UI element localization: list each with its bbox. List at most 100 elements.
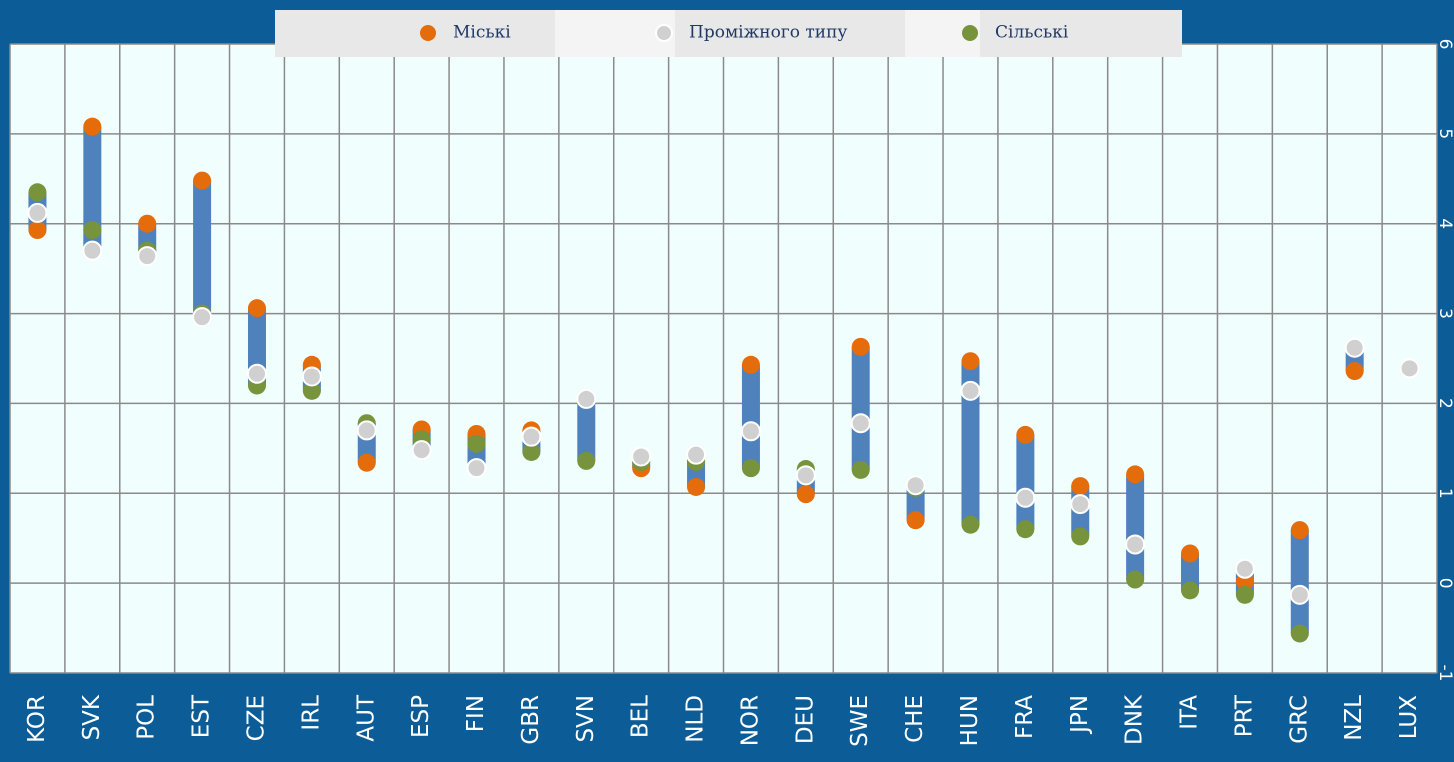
x-tick-label: SWE — [847, 695, 873, 747]
y-tick-label: 0 — [1435, 578, 1454, 589]
dot — [1126, 465, 1145, 484]
legend-label: Проміжного типу — [689, 23, 847, 43]
dot — [301, 366, 322, 387]
dot — [1344, 337, 1365, 358]
x-tick-label: POL — [134, 695, 160, 740]
y-tick-label: 3 — [1435, 308, 1454, 319]
legend-marker — [420, 25, 436, 41]
range-bar — [1181, 553, 1200, 591]
dot — [356, 420, 377, 441]
dot — [1234, 558, 1255, 579]
dot — [27, 202, 48, 223]
legend-label: Міські — [453, 23, 511, 43]
range-bar — [961, 361, 980, 525]
dot — [851, 337, 870, 356]
dot — [631, 446, 652, 467]
dot — [1289, 584, 1310, 605]
x-tick-label: EST — [189, 694, 215, 738]
dot — [1071, 527, 1090, 546]
dot — [28, 183, 47, 202]
dot — [1290, 521, 1309, 540]
dot — [193, 171, 212, 190]
dot — [137, 246, 158, 267]
dot — [467, 434, 486, 453]
dot — [466, 458, 487, 479]
dot — [83, 221, 102, 240]
x-tick-label: DEU — [792, 695, 818, 744]
range-bar — [741, 364, 760, 469]
dot — [82, 240, 103, 261]
y-tick-label: 2 — [1435, 398, 1454, 409]
x-tick-label: PRT — [1231, 694, 1257, 737]
x-tick-label: SVN — [573, 695, 599, 743]
legend-marker — [655, 24, 673, 42]
x-tick-label: NZL — [1341, 695, 1367, 741]
dot — [741, 355, 760, 374]
dot — [961, 352, 980, 371]
range-bar — [83, 126, 102, 251]
dot — [851, 460, 870, 479]
x-tick-label: GRC — [1286, 695, 1312, 744]
x-tick-label: HUN — [957, 695, 983, 746]
dot — [687, 477, 706, 496]
x-tick-label: KOR — [24, 695, 50, 743]
dot — [577, 451, 596, 470]
range-bar — [577, 398, 596, 461]
dot — [192, 307, 213, 328]
x-tick-label: SVK — [79, 694, 105, 740]
x-tick-label: JPN — [1067, 695, 1093, 735]
x-tick-label: ITA — [1177, 695, 1203, 730]
y-tick-label: -1 — [1435, 665, 1454, 682]
dot — [1125, 534, 1146, 555]
dot — [521, 426, 542, 447]
x-tick-label: GBR — [518, 695, 544, 745]
x-tick-label: IRL — [298, 695, 324, 731]
legend: Міські Проміжного типу Сільські — [275, 10, 1182, 57]
dot — [1015, 487, 1036, 508]
dot — [1126, 570, 1145, 589]
dot — [138, 214, 157, 233]
dot — [302, 381, 321, 400]
legend-marker — [962, 25, 978, 41]
dot — [1181, 581, 1200, 600]
dot — [796, 485, 815, 504]
x-tick-label: CZE — [243, 695, 269, 741]
y-tick-label: 6 — [1435, 39, 1454, 50]
dot — [1071, 477, 1090, 496]
dot — [1016, 425, 1035, 444]
dot — [1399, 358, 1420, 379]
range-bar — [851, 346, 870, 470]
dot — [850, 413, 871, 434]
x-tick-label: FRA — [1012, 695, 1038, 739]
y-tick-label: 5 — [1435, 128, 1454, 139]
dot — [906, 511, 925, 530]
dot — [686, 444, 707, 465]
x-tick-label: AUT — [353, 694, 379, 742]
dot — [1290, 624, 1309, 643]
x-tick-label: NOR — [737, 695, 763, 746]
legend-label: Сільські — [995, 23, 1069, 43]
legend-box-segment — [555, 10, 675, 57]
dot — [1070, 494, 1091, 515]
dot — [246, 363, 267, 384]
x-tick-label: LUX — [1396, 695, 1422, 740]
range-bar — [1126, 474, 1145, 580]
dot — [1235, 585, 1254, 604]
x-tick-label: CHE — [902, 695, 928, 743]
dot — [960, 380, 981, 401]
y-tick-label: 4 — [1435, 218, 1454, 229]
dot — [740, 421, 761, 442]
range-bar — [1290, 530, 1309, 634]
dot — [576, 388, 597, 409]
dot — [1016, 520, 1035, 539]
dot — [961, 515, 980, 534]
x-tick-label: BEL — [628, 695, 654, 738]
dot — [741, 459, 760, 478]
dot — [411, 440, 432, 461]
dot — [522, 442, 541, 461]
dot — [247, 299, 266, 318]
dot — [28, 221, 47, 240]
x-tick-label: DNK — [1122, 694, 1148, 745]
y-tick-label: 1 — [1435, 488, 1454, 499]
